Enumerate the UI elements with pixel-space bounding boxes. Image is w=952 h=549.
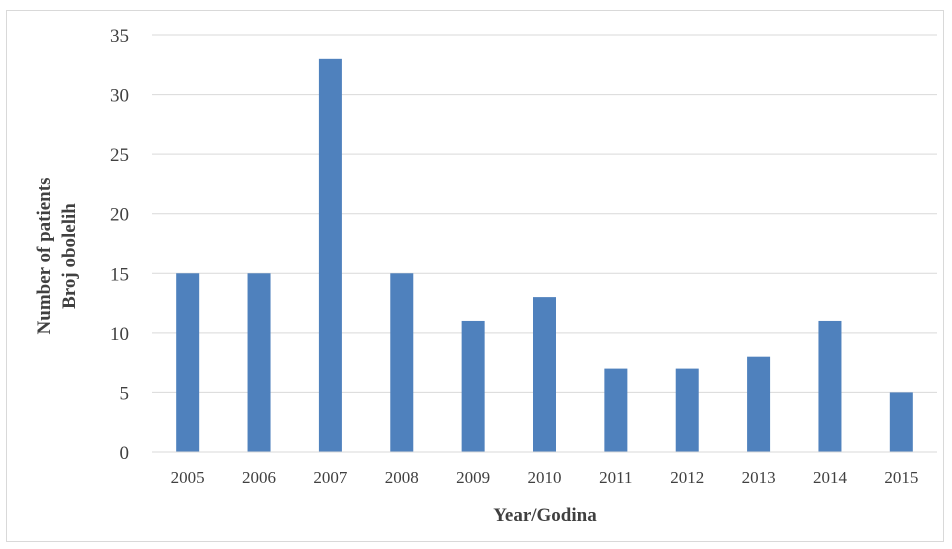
bar-2013	[747, 356, 771, 452]
x-tick-label: 2013	[742, 468, 776, 487]
bar-2005	[176, 273, 200, 452]
y-tick-labels: 0 5 10 15 20 25 30 35	[110, 26, 129, 464]
y-axis-title-line-1: Number of patients	[34, 178, 55, 335]
bar-2015	[889, 392, 913, 452]
y-tick-label: 30	[110, 86, 129, 107]
x-tick-label: 2009	[456, 468, 490, 487]
bar-2014	[818, 320, 842, 452]
x-tick-label: 2015	[884, 468, 918, 487]
bar-2007	[318, 58, 342, 452]
bar-2011	[604, 368, 628, 452]
y-tick-label: 35	[110, 26, 129, 47]
chart-frame	[6, 10, 944, 542]
x-tick-label: 2008	[385, 468, 419, 487]
x-tick-label: 2011	[599, 468, 632, 487]
y-tick-label: 25	[110, 145, 129, 166]
bar-2008	[390, 273, 414, 452]
y-axis-title-line-2: Broj obolelih	[59, 203, 80, 309]
x-tick-label: 2005	[171, 468, 205, 487]
x-tick-label: 2007	[313, 468, 348, 487]
y-tick-label: 20	[110, 205, 129, 226]
bar-2006	[247, 273, 271, 452]
x-tick-labels: 2005 2006 2007 2008 2009 2010 2011 2012 2013 2014…	[171, 468, 919, 487]
y-tick-label: 0	[120, 443, 130, 464]
x-tick-label: 2012	[670, 468, 704, 487]
bar-2010	[533, 297, 556, 452]
y-tick-label: 15	[110, 264, 129, 285]
x-axis-title: Year/Godina	[493, 505, 597, 526]
y-tick-label: 5	[120, 383, 130, 404]
gridlines	[152, 34, 937, 393]
x-tick-label: 2010	[528, 468, 562, 487]
x-tick-label: 2014	[813, 468, 848, 487]
bars	[176, 58, 913, 452]
bar-2012	[675, 368, 699, 452]
x-tick-label: 2006	[242, 468, 276, 487]
y-tick-label: 10	[110, 324, 129, 345]
bar-2009	[461, 320, 485, 452]
